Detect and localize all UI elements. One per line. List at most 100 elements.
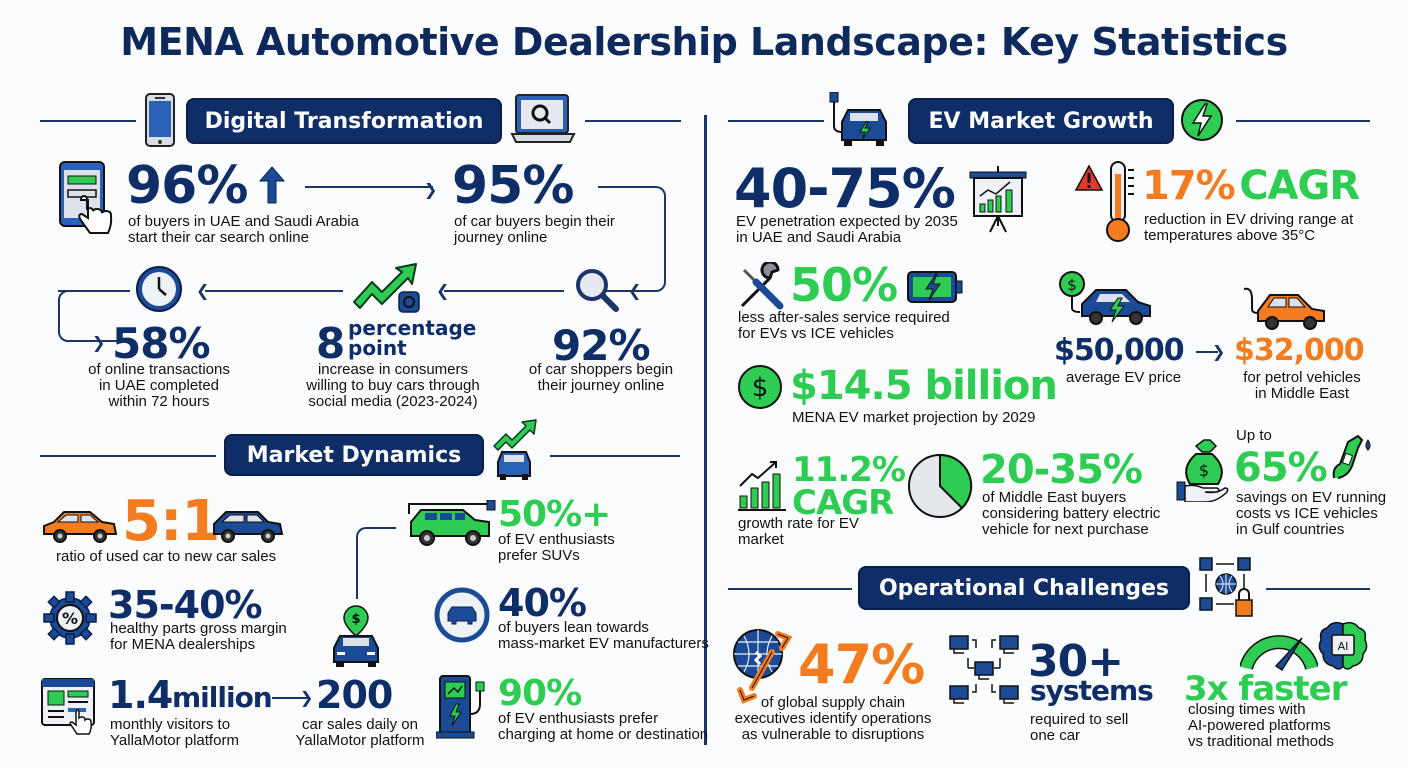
flow-arrow: [305, 186, 433, 188]
stat-desc-92: of car shoppers begin their journey onlin…: [528, 361, 674, 394]
stat-value-95: 95%: [452, 156, 574, 216]
stat-value-supply: 47%: [798, 633, 925, 696]
stat-desc-8: increase in consumers willing to buy cars…: [306, 361, 480, 410]
new-car-blue-icon: [210, 506, 286, 546]
gear-percent-icon: %: [42, 590, 98, 646]
section-rule-right: [1266, 588, 1370, 590]
smartphone-icon: [144, 92, 176, 148]
stat-value-92: 92%: [552, 321, 651, 370]
stat-value-service: 50%: [790, 258, 898, 312]
stat-desc-petrol-price: for petrol vehicles in Middle East: [1243, 369, 1361, 402]
flow-connector: [598, 186, 666, 292]
arrow-head-icon: ❯: [1212, 344, 1226, 361]
stat-value-mass: 40%: [498, 581, 587, 625]
stat-desc-bev: of Middle East buyers considering battery…: [982, 489, 1161, 538]
arrow-head-icon: ❯: [424, 182, 438, 199]
stat-value-sales: 200: [316, 673, 393, 717]
stat-desc-ev-price: average EV price: [1066, 369, 1182, 386]
speedometer-icon: [1240, 624, 1318, 672]
ai-brain-icon: AI: [1318, 620, 1368, 672]
charging-station-icon: [436, 674, 492, 740]
warning-triangle-icon: [1074, 164, 1104, 192]
section-rule-left: [40, 120, 136, 122]
petrol-car-icon: [1240, 285, 1330, 335]
stat-desc-margin: healthy parts gross margin for MENA deale…: [110, 620, 287, 653]
stat-value-systems: 30+: [1028, 636, 1124, 687]
car-badge-icon: [434, 587, 490, 643]
ev-car-price-icon: $: [1056, 270, 1156, 332]
fuel-nozzle-icon: [1330, 432, 1374, 482]
column-divider: [704, 115, 707, 745]
globe-broken-chain-icon: [730, 626, 794, 704]
page-title: MENA Automotive Dealership Landscape: Ke…: [120, 20, 1288, 64]
battery-charge-icon: [906, 270, 964, 304]
flow-arrow: [444, 290, 564, 292]
stat-desc-sales: car sales daily on YallaMotor platform: [295, 716, 425, 749]
stat-desc-range: reduction in EV driving range at temperat…: [1144, 211, 1354, 244]
stat-desc-systems: required to sell one car: [1030, 711, 1129, 744]
flow-arrow: [1196, 351, 1218, 353]
pie-chart-icon: [906, 452, 974, 520]
green-ev-suv-icon: [405, 500, 497, 550]
stat-desc-savings: savings on EV running costs vs ICE vehicl…: [1236, 489, 1387, 538]
supply-chain-lock-icon: [1198, 556, 1258, 620]
web-page-click-icon: [40, 677, 100, 737]
stat-unit-percentage-point: percentage point: [348, 316, 477, 360]
trend-up-arrow-icon: [350, 262, 420, 312]
bar-growth-icon: [736, 458, 788, 512]
arrow-head-left-icon: ❮: [436, 283, 450, 300]
stat-value-margin: 35-40%: [108, 583, 263, 627]
section-rule-right: [1236, 120, 1370, 122]
section-rule-left: [728, 588, 852, 590]
arrow-head-left-icon: ❮: [628, 283, 642, 300]
stat-value-market: $14.5 billion: [790, 363, 1058, 409]
car-price-pin-icon: $: [328, 604, 384, 668]
section-rule-left: [728, 120, 824, 122]
stat-desc-cagr: growth rate for EV market: [738, 515, 859, 548]
stat-value-suv: 50%+: [498, 494, 611, 535]
stat-desc-market: MENA EV market projection by 2029: [792, 409, 1036, 426]
used-car-orange-icon: [40, 506, 120, 546]
stat-desc-service: less after-sales service required for EVs…: [738, 309, 950, 342]
arrow-head-icon: ❯: [92, 335, 106, 352]
stat-desc-95: of car buyers begin their journey online: [454, 213, 615, 246]
stat-value-ratio: 5:1: [122, 489, 220, 554]
stat-value-bev: 20-35%: [980, 447, 1143, 493]
svg-text:AI: AI: [1338, 640, 1349, 653]
instagram-icon: [398, 291, 420, 313]
stat-value-range: 17% CAGR: [1142, 163, 1360, 209]
dollar-coin-icon: $: [736, 363, 784, 411]
stat-value-penetration: 40-75%: [734, 157, 956, 220]
stat-desc-penetration: EV penetration expected by 2035 in UAE an…: [736, 213, 958, 246]
stat-value-ai: 3x faster: [1184, 669, 1347, 709]
ev-car-plug-icon: [828, 92, 898, 148]
stat-desc-visitors: monthly visitors to YallaMotor platform: [110, 716, 239, 749]
stat-value-charging: 90%: [498, 673, 582, 714]
section-rule-right: [550, 455, 680, 457]
stat-value-58: 58%: [112, 319, 211, 368]
stat-value-cagr: 11.2% CAGR: [792, 450, 906, 523]
flow-arrow: [58, 290, 130, 292]
stat-desc-ratio: ratio of used car to new car sales: [56, 548, 277, 565]
presentation-chart-icon: [968, 166, 1028, 238]
stat-desc-58: of online transactions in UAE completed wi…: [88, 361, 230, 410]
lightning-icon: [1180, 96, 1224, 144]
flow-connector: [356, 527, 396, 599]
phone-tap-icon: [58, 160, 122, 240]
section-digital-transformation: Digital Transformation: [186, 98, 502, 144]
arrow-head-left-icon: ❮: [196, 283, 210, 300]
stat-prefix-savings: Up to: [1236, 427, 1272, 444]
arrow-up-icon: [258, 165, 286, 205]
section-rule-right: [585, 120, 681, 122]
money-bag-hand-icon: $: [1176, 436, 1232, 502]
stat-value-savings: 65%: [1234, 445, 1328, 491]
thermometer-icon: [1106, 160, 1136, 244]
magnifier-icon: [572, 265, 624, 315]
section-operational-challenges: Operational Challenges: [858, 566, 1190, 610]
svg-text:$: $: [351, 612, 360, 627]
wrench-screwdriver-icon: [736, 262, 788, 312]
stat-desc-mass: of buyers lean towards mass-market EV man…: [498, 619, 709, 652]
stat-value-ev-price: $50,000: [1054, 333, 1185, 368]
svg-text:$: $: [752, 373, 769, 403]
stat-desc-charging: of EV enthusiasts prefer charging at home…: [498, 710, 709, 743]
